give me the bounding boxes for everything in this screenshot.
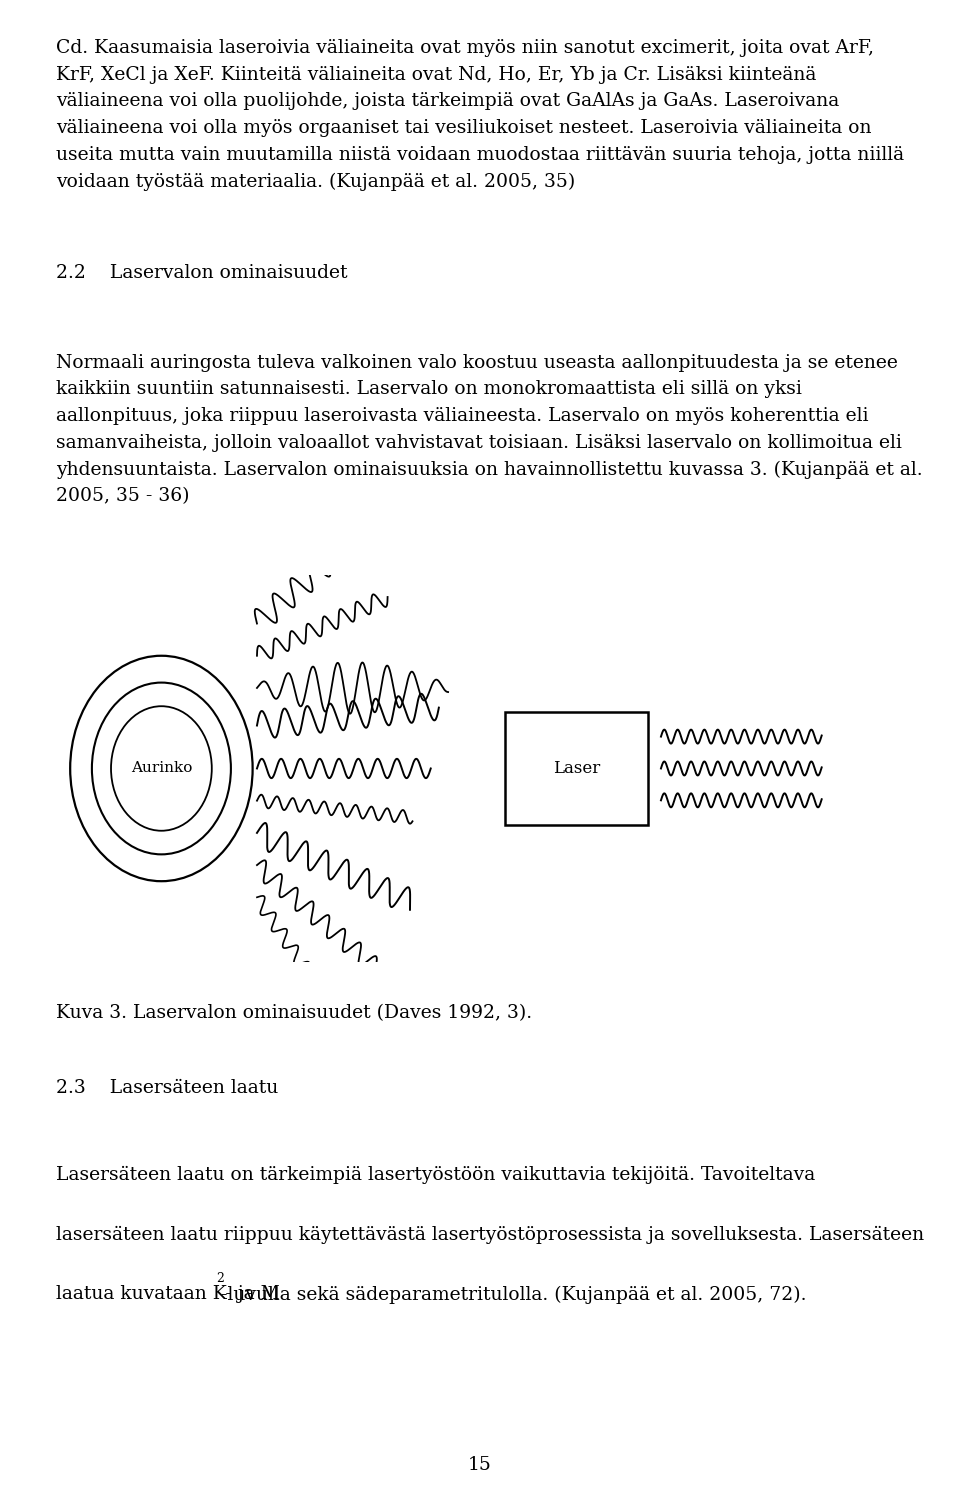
Text: lasersäteen laatu riippuu käytettävästä lasertyöstöprosessista ja sovelluksesta: lasersäteen laatu riippuu käytettävästä…: [56, 1225, 924, 1243]
Text: 2.3    Lasersäteen laatu: 2.3 Lasersäteen laatu: [56, 1079, 278, 1097]
Text: Normaali auringosta tuleva valkoinen valo koostuu useasta aallonpituudesta ja se: Normaali auringosta tuleva valkoinen val…: [56, 354, 923, 505]
Text: -luvulla sekä sädeparametritulolla. (Kujanpää et al. 2005, 72).: -luvulla sekä sädeparametritulolla. (Kuj…: [221, 1285, 806, 1303]
Text: Aurinko: Aurinko: [131, 761, 192, 776]
Text: Laser: Laser: [553, 759, 600, 777]
Text: Kuva 3. Laservalon ominaisuudet (Daves 1992, 3).: Kuva 3. Laservalon ominaisuudet (Daves 1…: [56, 1004, 532, 1022]
Text: Lasersäteen laatu on tärkeimpiä lasertyöstöön vaikuttavia tekijöitä. Tavoitelta: Lasersäteen laatu on tärkeimpiä laserty…: [56, 1165, 815, 1183]
Bar: [505, 712, 648, 825]
Text: 15: 15: [468, 1456, 492, 1474]
Text: laatua kuvataan K- ja M: laatua kuvataan K- ja M: [56, 1285, 279, 1303]
Text: 2: 2: [216, 1272, 224, 1285]
Text: 2.2    Laservalon ominaisuudet: 2.2 Laservalon ominaisuudet: [56, 264, 348, 282]
Text: Cd. Kaasumaisia laseroivia väliaineita ovat myös niin sanotut excimerit, joita o: Cd. Kaasumaisia laseroivia väliaineita o…: [56, 39, 903, 190]
